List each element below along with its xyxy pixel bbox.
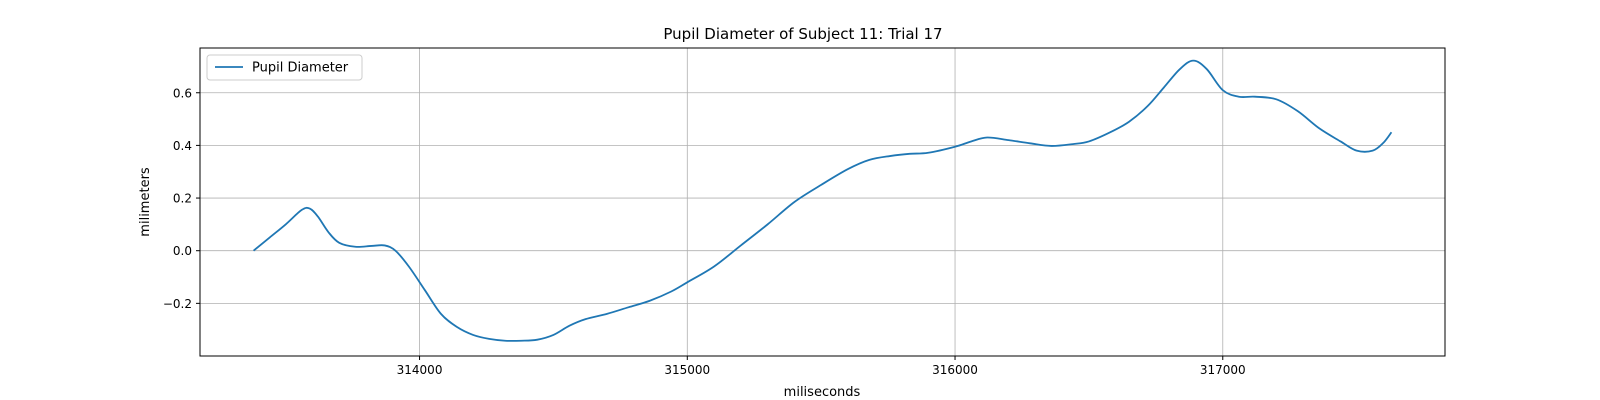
y-axis-label: milimeters xyxy=(138,167,153,237)
y-tick-label: 0.4 xyxy=(173,139,192,153)
x-tick-label: 317000 xyxy=(1200,363,1246,377)
grid xyxy=(200,48,1445,356)
legend: Pupil Diameter xyxy=(206,54,363,81)
y-axis: −0.2 0.0 0.2 0.4 0.6 xyxy=(163,86,200,311)
y-tick-label: 0.2 xyxy=(173,192,192,206)
series-line-pupil-diameter xyxy=(252,59,1393,342)
plot-frame xyxy=(199,47,1446,357)
x-tick-label: 314000 xyxy=(397,363,443,377)
series-layer xyxy=(252,59,1393,342)
legend-box xyxy=(206,54,363,81)
x-tick-label: 315000 xyxy=(664,363,710,377)
x-tick-label: 316000 xyxy=(932,363,978,377)
y-tick-label: 0.6 xyxy=(173,86,192,100)
y-tick-label: −0.2 xyxy=(163,297,192,311)
y-tick-label: 0.0 xyxy=(173,244,192,258)
x-axis: 314000 315000 316000 317000 xyxy=(397,356,1246,377)
x-axis-label: miliseconds xyxy=(784,385,861,400)
legend-label: Pupil Diameter xyxy=(252,61,349,76)
chart-title: Pupil Diameter of Subject 11: Trial 17 xyxy=(663,25,942,43)
